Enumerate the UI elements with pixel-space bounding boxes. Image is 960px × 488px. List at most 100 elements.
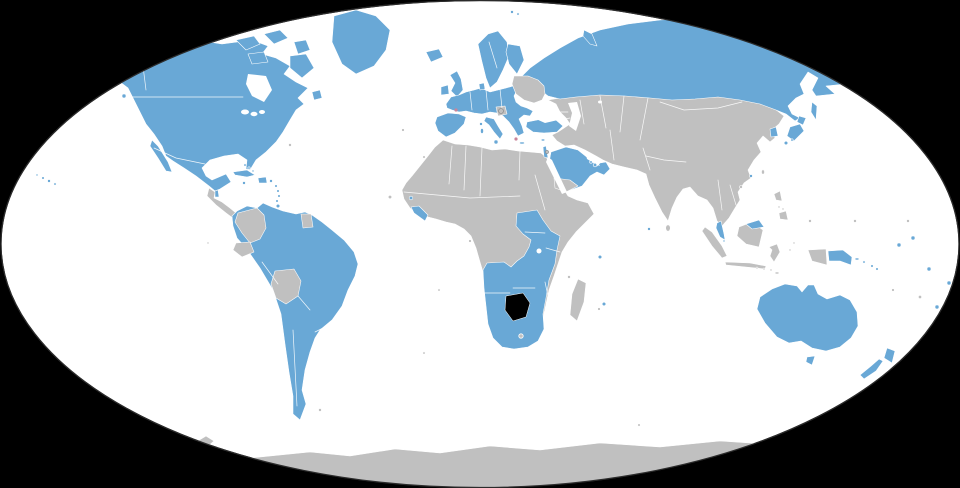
great-lake-3: [259, 110, 265, 114]
country-gambia: [408, 195, 414, 201]
country-jamaica: [242, 181, 246, 185]
country-south-korea: [769, 126, 779, 138]
country-greenland: [331, 9, 391, 75]
lake-ladoga: [528, 60, 532, 64]
region-africa-highlighted: [482, 209, 561, 350]
region-scandinavia: [477, 30, 510, 89]
special-markers-group: [454, 108, 518, 141]
country-united-kingdom: [449, 70, 464, 98]
country-solomon-1: [870, 264, 874, 268]
island-corsica: [479, 122, 483, 126]
marker-qatar: [592, 162, 598, 168]
black-sea: [534, 110, 558, 123]
island-sakhalin: [810, 101, 818, 121]
country-west-new-guinea: [807, 248, 828, 266]
island-canary: [422, 155, 426, 159]
caspian-sea: [568, 102, 581, 131]
country-java: [724, 261, 767, 270]
country-botswana: [504, 292, 531, 322]
country-iceland: [425, 48, 444, 63]
country-australia: [756, 283, 859, 352]
persian-gulf: [586, 155, 600, 166]
country-finland: [505, 43, 525, 75]
region-iberia: [434, 112, 467, 138]
country-sulawesi: [768, 243, 781, 263]
lake-victoria: [536, 248, 542, 254]
island-baffin: [289, 53, 315, 79]
island-comoros: [567, 275, 571, 279]
marker-jerusalem: [545, 150, 549, 154]
country-ecuador: [232, 241, 255, 258]
marker-southern-greece: [514, 137, 518, 141]
country-trinidad: [275, 203, 281, 209]
island-crete: [519, 141, 525, 145]
island-fiji: [926, 266, 932, 272]
island-novaya-zemlya: [582, 29, 598, 47]
marker-bahrain: [589, 160, 593, 164]
island-reunion: [597, 307, 601, 311]
country-maldives: [647, 227, 651, 231]
country-timor: [774, 271, 780, 275]
country-cyprus: [540, 138, 546, 142]
country-guyana: [300, 213, 314, 229]
country-denmark: [478, 82, 486, 91]
island-sardinia: [480, 128, 484, 134]
country-sri-lanka: [665, 224, 671, 232]
island-tasmania: [805, 355, 816, 366]
territory-hong-kong: [749, 174, 753, 178]
island-kerguelen: [637, 423, 641, 427]
country-papua-new-guinea: [827, 249, 853, 266]
country-sierra-leone-liberia: [410, 205, 429, 222]
island-newfoundland: [311, 89, 323, 101]
country-italy: [483, 116, 504, 140]
hudson-bay: [246, 74, 272, 102]
country-malaysia-borneo: [745, 219, 765, 230]
subject-country-group: [504, 292, 531, 322]
japan-honshu: [786, 123, 805, 142]
country-cuba: [232, 169, 256, 178]
country-hainan: [739, 185, 743, 189]
island-sicily: [493, 139, 499, 145]
island-vancouver: [121, 93, 127, 99]
island-puerto-rico: [269, 179, 273, 183]
country-philippines-mindanao: [778, 210, 789, 221]
island-falkland: [318, 408, 322, 412]
island-hispaniola: [257, 176, 268, 184]
region-baja-california: [149, 139, 173, 173]
great-lake-1: [241, 109, 249, 115]
marker-lesotho: [518, 333, 524, 339]
island-azores: [401, 128, 405, 132]
country-mauritius: [601, 301, 607, 307]
country-seychelles: [597, 254, 603, 260]
japan-hokkaido: [796, 115, 807, 126]
country-ireland: [440, 84, 450, 96]
country-philippines-luzon: [773, 190, 783, 202]
japan-kyushu: [783, 140, 789, 146]
region-europe: [445, 85, 534, 137]
default-overlay-group: [232, 75, 579, 305]
country-solomon-2: [875, 267, 879, 271]
country-taiwan: [761, 169, 765, 175]
country-sumatra: [701, 226, 728, 259]
nz-north-island: [883, 347, 896, 364]
island-galapagos: [206, 241, 210, 245]
island-new-britain: [854, 257, 860, 261]
country-malaysia-peninsula: [715, 220, 726, 241]
island-new-caledonia: [891, 288, 895, 292]
country-madagascar: [569, 278, 587, 322]
island-sao-tome: [468, 239, 472, 243]
state-markers: [498, 108, 598, 339]
island-st-helena: [437, 288, 441, 292]
island-cape-verde: [388, 195, 392, 199]
island-micronesia-1: [808, 219, 812, 223]
marker-kosovo: [498, 108, 504, 114]
japan-shikoku: [790, 138, 794, 142]
country-ukraine-belarus: [511, 75, 546, 104]
country-bolivia: [270, 268, 302, 305]
island-bermuda: [288, 143, 292, 147]
country-colombia: [234, 207, 267, 244]
island-tristan: [422, 351, 426, 355]
great-lake-2: [250, 111, 258, 117]
